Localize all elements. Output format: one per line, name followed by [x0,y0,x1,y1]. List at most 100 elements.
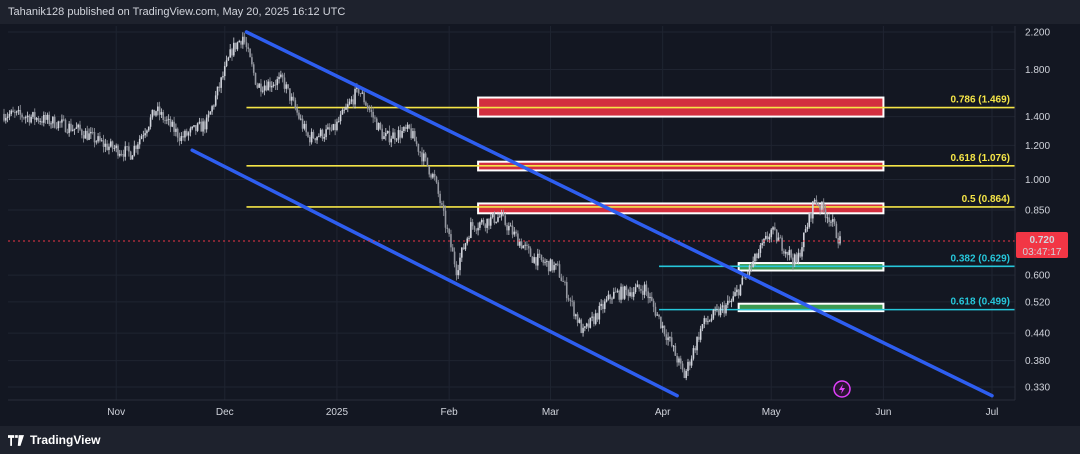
candle-body [251,57,253,65]
candle-body [775,229,778,242]
candle-body [298,112,300,119]
candle-body [508,226,510,231]
candle-body [102,140,105,147]
candle-body [459,257,461,271]
candle-body [821,201,823,210]
candle-body [464,243,467,250]
candle-body [296,108,298,113]
candle-body [817,204,820,206]
candle-body [218,86,221,88]
lightning-icon[interactable] [833,380,851,398]
candle-body [421,152,423,162]
candle-body [734,292,736,297]
candle-body [126,146,128,148]
candle-body [573,301,575,317]
candle-body [558,264,561,278]
candle-body [234,42,237,50]
price-tag-box [1016,232,1068,259]
candle-body [587,323,590,328]
candle-body [281,74,284,78]
candle-body [833,219,836,224]
candle-body [151,109,154,118]
price-tick-label: 0.380 [1025,356,1050,367]
candle-body [93,132,96,143]
candle-body [585,323,588,327]
candle-body [336,121,338,131]
candle-body [122,154,125,157]
candle-body [772,227,774,230]
candle-body [265,85,268,91]
candle-body [669,337,671,339]
candle-body [155,111,157,116]
candle-body [5,117,7,121]
candle-body [491,213,494,218]
candle-body [379,122,382,129]
candle-body [719,307,722,316]
candle-body [327,127,329,130]
candle-body [200,121,203,132]
time-axis[interactable]: Nov Dec 2025 Feb Mar Apr May Jun Jul [8,399,1015,418]
candle-body [466,238,469,244]
candle-body [831,219,834,222]
candle-body [171,121,174,127]
candle-body [556,263,559,265]
candle-body [84,130,87,139]
candle-body [793,254,796,265]
candle-body [517,233,519,246]
candle-body [24,117,27,119]
candle-body [743,277,745,279]
candle-body [808,213,811,227]
candle-body [21,114,23,118]
time-tick-label: Dec [216,407,234,418]
candle-body [404,126,407,129]
candle-body [157,106,159,112]
candle-body [656,314,659,316]
candle-body [685,370,687,378]
candle-body [263,85,266,91]
candle-body [752,261,754,267]
candle-body [133,145,136,156]
candle-body [354,89,356,105]
candle-body [26,115,29,118]
price-tick-label: 0.850 [1025,205,1050,216]
channel-layer [190,30,994,398]
candle-body [299,118,302,120]
candle-body [167,118,170,120]
candle-body [723,305,725,314]
candle-body [365,102,367,106]
candle-body [204,121,206,130]
time-tick-label: Jun [875,407,891,418]
candle-body [73,128,76,130]
candle-body [759,245,762,253]
candle-body [271,85,273,88]
candle-body [108,146,110,150]
candle-body [66,132,69,133]
candle-body [23,117,25,119]
candle-body [643,284,646,295]
candle-body [53,116,56,128]
candle-body [432,174,434,178]
candle-body [182,136,184,138]
candle-body [538,253,541,255]
candle-body [509,225,512,227]
candle-body [207,114,210,118]
candle-body [647,291,649,299]
candle-body [37,117,40,122]
candle-body [30,116,32,123]
candle-body [242,36,244,45]
candle-body [48,114,51,125]
candle-body [75,127,78,129]
candle-body [788,250,791,256]
candle-body [830,221,832,223]
candle-body [328,127,331,130]
candle-body [412,131,414,139]
candle-body [185,130,188,136]
candle-body [736,289,738,293]
candle-body [189,128,192,133]
candle-body [761,243,763,246]
candle-body [578,319,581,323]
candle-body [216,86,219,96]
channel-line [190,148,679,398]
price-axis[interactable]: 2.200 1.800 1.400 1.200 1.000 0.850 0.600 0.520… [1014,26,1050,400]
